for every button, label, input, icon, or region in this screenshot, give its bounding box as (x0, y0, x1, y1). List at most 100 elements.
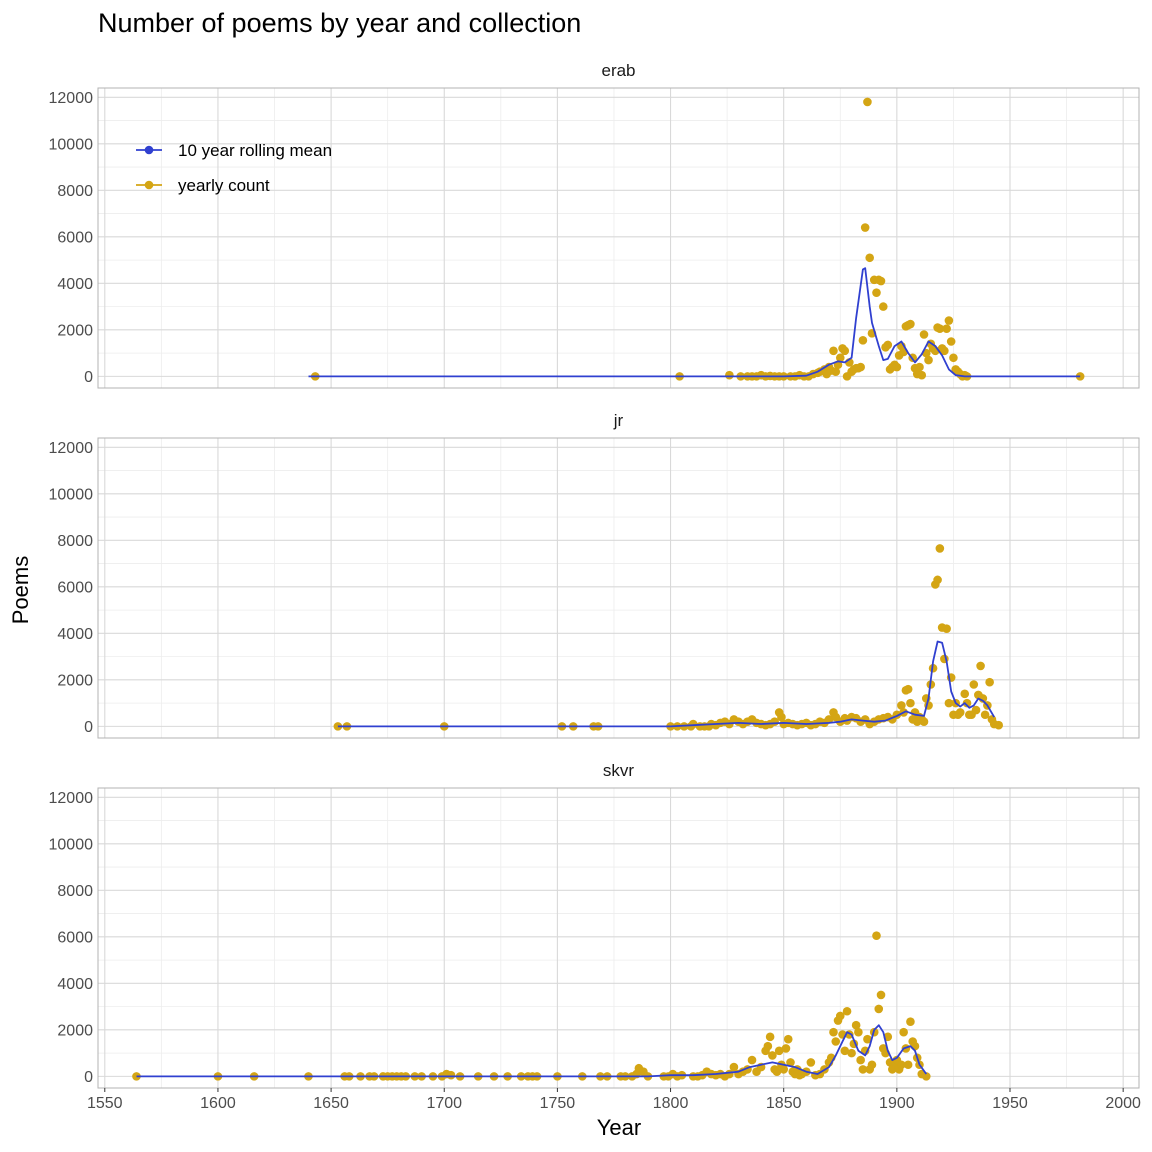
data-point (883, 340, 893, 350)
data-point (747, 1055, 757, 1065)
y-tick-label: 0 (84, 1069, 93, 1086)
panel-skvr: skvr 0 2000 4000 6000 8000 10000 12000 (49, 761, 1140, 1089)
data-point (962, 698, 972, 708)
x-tick-label: 1700 (426, 1095, 462, 1112)
data-point (903, 684, 913, 694)
data-point (860, 223, 870, 232)
data-point (980, 710, 990, 720)
panel-strip-label: skvr (603, 761, 635, 780)
y-tick-label: 4000 (57, 976, 93, 993)
y-tick-label: 12000 (49, 90, 94, 107)
data-point (840, 1046, 850, 1056)
data-point (903, 1060, 913, 1070)
data-point (786, 1058, 795, 1067)
data-point (446, 1070, 456, 1080)
legend-label: 10 year rolling mean (178, 141, 332, 160)
x-tick-label: 1950 (992, 1095, 1028, 1112)
data-point (917, 370, 927, 380)
x-tick-label: 1850 (766, 1095, 802, 1112)
data-point (777, 712, 786, 722)
data-point (971, 705, 981, 715)
data-point (960, 689, 970, 699)
panel-strip-label: erab (601, 61, 635, 80)
y-tick-label: 10000 (49, 136, 94, 153)
x-tick-label: 1600 (200, 1095, 236, 1112)
data-point (906, 1017, 915, 1027)
data-point (924, 355, 933, 365)
panel-border (97, 437, 1140, 739)
panel-erab: erab 0 2000 4000 6000 8000 10000 12000 (49, 61, 1140, 389)
data-point (994, 720, 1003, 730)
data-point (851, 1020, 861, 1030)
y-tick-label: 6000 (57, 579, 93, 596)
data-point (831, 1037, 841, 1046)
data-point (854, 1027, 863, 1037)
data-point (944, 316, 954, 325)
data-point (878, 302, 888, 311)
data-point (969, 680, 979, 689)
data-point (856, 362, 865, 372)
data-point (872, 931, 881, 940)
data-point (906, 698, 915, 708)
data-point (835, 353, 845, 363)
data-point (863, 1034, 872, 1044)
data-point (874, 1004, 884, 1014)
data-point (725, 370, 734, 380)
x-axis-title: Year (597, 1115, 641, 1140)
panels: erab 0 2000 4000 6000 8000 10000 12000 jr 0 2000 40… (49, 61, 1140, 1089)
data-point (867, 1060, 877, 1070)
data-point (856, 1055, 865, 1065)
y-tick-label: 12000 (49, 440, 94, 457)
x-axis-ticks: 1550 1600 1650 1700 1750 1800 1850 1900 1950 2000 (87, 1088, 1141, 1112)
data-point (935, 544, 945, 553)
data-point (779, 1065, 789, 1074)
data-point (899, 1027, 908, 1037)
data-point (976, 661, 985, 671)
x-tick-label: 1900 (879, 1095, 915, 1112)
data-point (876, 276, 886, 286)
panel-border (97, 787, 1140, 1089)
data-point (946, 337, 956, 346)
data-point (876, 990, 886, 1000)
y-tick-label: 4000 (57, 276, 93, 293)
data-point (940, 346, 949, 356)
data-point (906, 319, 915, 329)
data-point (772, 1067, 782, 1077)
y-tick-label: 6000 (57, 229, 93, 246)
data-point (921, 1072, 931, 1081)
data-point (897, 1060, 906, 1070)
legend: 10 year rolling mean yearly count (136, 141, 332, 195)
data-point (842, 1006, 852, 1016)
y-tick-label: 2000 (57, 322, 93, 339)
data-point (829, 1027, 838, 1037)
y-tick-label: 4000 (57, 626, 93, 643)
panel-border (97, 87, 1140, 389)
data-point (915, 362, 924, 372)
data-point (774, 1046, 784, 1056)
y-tick-label: 6000 (57, 929, 93, 946)
x-tick-label: 1550 (87, 1095, 123, 1112)
x-tick-label: 1650 (313, 1095, 349, 1112)
data-point (765, 1032, 775, 1042)
panel-strip-label: jr (613, 411, 624, 430)
data-point (955, 708, 965, 717)
data-point (942, 324, 951, 333)
rolling-mean-line (337, 640, 995, 728)
data-point (783, 1034, 793, 1044)
data-point (865, 253, 874, 263)
data-point (806, 1058, 816, 1067)
data-point (944, 698, 954, 708)
y-tick-label: 0 (84, 719, 93, 736)
y-tick-label: 8000 (57, 183, 93, 200)
y-tick-label: 12000 (49, 790, 94, 807)
data-point (919, 717, 929, 727)
legend-key-point (144, 180, 154, 190)
data-point (910, 1041, 920, 1051)
data-point (768, 1051, 777, 1060)
data-point (892, 362, 902, 372)
data-point (835, 1011, 845, 1021)
y-axis-title: Poems (8, 556, 33, 624)
yearly-count-points (310, 97, 1085, 381)
y-tick-label: 10000 (49, 836, 94, 853)
data-point (919, 330, 929, 339)
